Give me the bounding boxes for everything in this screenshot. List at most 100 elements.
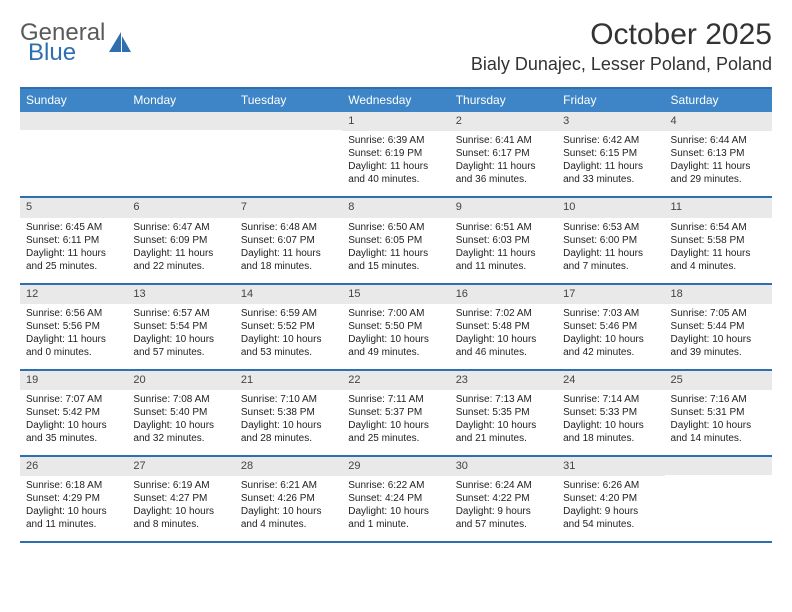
sunset-text: Sunset: 6:13 PM: [671, 147, 766, 160]
day-cell: 21Sunrise: 7:10 AMSunset: 5:38 PMDayligh…: [235, 371, 342, 455]
day-body: Sunrise: 7:05 AMSunset: 5:44 PMDaylight:…: [665, 304, 772, 369]
sunrise-text: Sunrise: 7:07 AM: [26, 393, 121, 406]
sunrise-text: Sunrise: 7:00 AM: [348, 307, 443, 320]
sunset-text: Sunset: 4:22 PM: [456, 492, 551, 505]
day-body: Sunrise: 6:26 AMSunset: 4:20 PMDaylight:…: [557, 476, 664, 541]
day-body: [127, 130, 234, 182]
sunset-text: Sunset: 5:40 PM: [133, 406, 228, 419]
day-body: Sunrise: 6:45 AMSunset: 6:11 PMDaylight:…: [20, 218, 127, 283]
day-cell: 30Sunrise: 6:24 AMSunset: 4:22 PMDayligh…: [450, 457, 557, 541]
day-cell: 2Sunrise: 6:41 AMSunset: 6:17 PMDaylight…: [450, 112, 557, 196]
day-body: Sunrise: 6:21 AMSunset: 4:26 PMDaylight:…: [235, 476, 342, 541]
daylight-line2: and 32 minutes.: [133, 432, 228, 445]
sunrise-text: Sunrise: 7:16 AM: [671, 393, 766, 406]
sunset-text: Sunset: 5:50 PM: [348, 320, 443, 333]
day-number: 8: [342, 198, 449, 217]
daylight-line2: and 46 minutes.: [456, 346, 551, 359]
sunset-text: Sunset: 5:48 PM: [456, 320, 551, 333]
daylight-line2: and 39 minutes.: [671, 346, 766, 359]
day-number: 18: [665, 285, 772, 304]
sunset-text: Sunset: 5:35 PM: [456, 406, 551, 419]
week-row: 1Sunrise: 6:39 AMSunset: 6:19 PMDaylight…: [20, 112, 772, 198]
sunrise-text: Sunrise: 6:51 AM: [456, 221, 551, 234]
sunrise-text: Sunrise: 6:48 AM: [241, 221, 336, 234]
day-cell: 6Sunrise: 6:47 AMSunset: 6:09 PMDaylight…: [127, 198, 234, 282]
daylight-line2: and 22 minutes.: [133, 260, 228, 273]
sunrise-text: Sunrise: 7:05 AM: [671, 307, 766, 320]
dow-monday: Monday: [127, 89, 234, 112]
sunrise-text: Sunrise: 6:41 AM: [456, 134, 551, 147]
daylight-line2: and 57 minutes.: [456, 518, 551, 531]
sunset-text: Sunset: 5:31 PM: [671, 406, 766, 419]
sunrise-text: Sunrise: 6:39 AM: [348, 134, 443, 147]
day-number: 3: [557, 112, 664, 131]
day-body: Sunrise: 7:02 AMSunset: 5:48 PMDaylight:…: [450, 304, 557, 369]
sunset-text: Sunset: 6:05 PM: [348, 234, 443, 247]
sunrise-text: Sunrise: 6:24 AM: [456, 479, 551, 492]
day-number: 31: [557, 457, 664, 476]
daylight-line2: and 21 minutes.: [456, 432, 551, 445]
daylight-line2: and 40 minutes.: [348, 173, 443, 186]
sunrise-text: Sunrise: 6:47 AM: [133, 221, 228, 234]
day-number: 14: [235, 285, 342, 304]
day-cell: 9 Sunrise: 6:51 AMSunset: 6:03 PMDaylight…: [450, 198, 557, 282]
sunrise-text: Sunrise: 6:45 AM: [26, 221, 121, 234]
daylight-line1: Daylight: 11 hours: [456, 247, 551, 260]
daylight-line1: Daylight: 10 hours: [133, 333, 228, 346]
daylight-line2: and 29 minutes.: [671, 173, 766, 186]
day-cell: 3Sunrise: 6:42 AMSunset: 6:15 PMDaylight…: [557, 112, 664, 196]
day-cell: 27Sunrise: 6:19 AMSunset: 4:27 PMDayligh…: [127, 457, 234, 541]
daylight-line2: and 15 minutes.: [348, 260, 443, 273]
day-number: 27: [127, 457, 234, 476]
daylight-line1: Daylight: 11 hours: [348, 247, 443, 260]
daylight-line2: and 25 minutes.: [348, 432, 443, 445]
sunset-text: Sunset: 5:46 PM: [563, 320, 658, 333]
day-number: 2: [450, 112, 557, 131]
day-cell: 26Sunrise: 6:18 AMSunset: 4:29 PMDayligh…: [20, 457, 127, 541]
day-body: Sunrise: 6:56 AMSunset: 5:56 PMDaylight:…: [20, 304, 127, 369]
daylight-line1: Daylight: 10 hours: [348, 419, 443, 432]
day-cell: 18Sunrise: 7:05 AMSunset: 5:44 PMDayligh…: [665, 285, 772, 369]
day-number: [665, 457, 772, 475]
day-cell: 28Sunrise: 6:21 AMSunset: 4:26 PMDayligh…: [235, 457, 342, 541]
day-number: 1: [342, 112, 449, 131]
sunset-text: Sunset: 6:07 PM: [241, 234, 336, 247]
daylight-line2: and 11 minutes.: [26, 518, 121, 531]
day-body: Sunrise: 7:13 AMSunset: 5:35 PMDaylight:…: [450, 390, 557, 455]
day-body: Sunrise: 6:48 AMSunset: 6:07 PMDaylight:…: [235, 218, 342, 283]
dow-tuesday: Tuesday: [235, 89, 342, 112]
daylight-line2: and 11 minutes.: [456, 260, 551, 273]
day-number: [20, 112, 127, 130]
daylight-line2: and 14 minutes.: [671, 432, 766, 445]
daylight-line1: Daylight: 10 hours: [241, 333, 336, 346]
sunrise-text: Sunrise: 6:59 AM: [241, 307, 336, 320]
day-number: 10: [557, 198, 664, 217]
day-body: Sunrise: 7:00 AMSunset: 5:50 PMDaylight:…: [342, 304, 449, 369]
week-row: 12Sunrise: 6:56 AMSunset: 5:56 PMDayligh…: [20, 285, 772, 371]
day-body: Sunrise: 6:41 AMSunset: 6:17 PMDaylight:…: [450, 131, 557, 196]
daylight-line2: and 1 minute.: [348, 518, 443, 531]
day-cell: 25Sunrise: 7:16 AMSunset: 5:31 PMDayligh…: [665, 371, 772, 455]
daylight-line2: and 0 minutes.: [26, 346, 121, 359]
day-number: 7: [235, 198, 342, 217]
daylight-line1: Daylight: 9 hours: [456, 505, 551, 518]
day-body: Sunrise: 7:03 AMSunset: 5:46 PMDaylight:…: [557, 304, 664, 369]
daylight-line2: and 35 minutes.: [26, 432, 121, 445]
day-number: 9: [450, 198, 557, 217]
day-cell: 24Sunrise: 7:14 AMSunset: 5:33 PMDayligh…: [557, 371, 664, 455]
daylight-line2: and 4 minutes.: [671, 260, 766, 273]
sunrise-text: Sunrise: 6:19 AM: [133, 479, 228, 492]
logo-text: General Blue: [20, 22, 105, 63]
daylight-line1: Daylight: 11 hours: [241, 247, 336, 260]
sunset-text: Sunset: 6:03 PM: [456, 234, 551, 247]
day-body: Sunrise: 6:19 AMSunset: 4:27 PMDaylight:…: [127, 476, 234, 541]
dow-thursday: Thursday: [450, 89, 557, 112]
logo-sail-icon: [107, 30, 133, 56]
day-body: Sunrise: 6:18 AMSunset: 4:29 PMDaylight:…: [20, 476, 127, 541]
day-body: Sunrise: 6:54 AMSunset: 5:58 PMDaylight:…: [665, 218, 772, 283]
sunset-text: Sunset: 5:44 PM: [671, 320, 766, 333]
sunrise-text: Sunrise: 6:56 AM: [26, 307, 121, 320]
sunset-text: Sunset: 4:26 PM: [241, 492, 336, 505]
daylight-line1: Daylight: 11 hours: [348, 160, 443, 173]
day-cell: 8Sunrise: 6:50 AMSunset: 6:05 PMDaylight…: [342, 198, 449, 282]
